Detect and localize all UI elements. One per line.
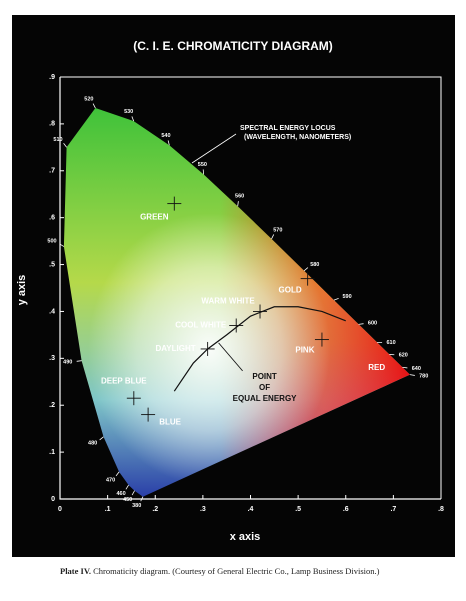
chart-title: (C. I. E. CHROMATICITY DIAGRAM) bbox=[133, 39, 333, 53]
wavelength-tick bbox=[76, 360, 82, 362]
caption: Plate IV. Chromaticity diagram. (Courtes… bbox=[60, 566, 380, 576]
point-label: OF bbox=[259, 383, 270, 392]
wavelength-label: 550 bbox=[198, 162, 207, 168]
wavelength-tick bbox=[237, 201, 239, 207]
y-tick-label: 0 bbox=[51, 496, 55, 503]
x-tick-label: .7 bbox=[390, 506, 396, 513]
point-label: EQUAL ENERGY bbox=[233, 394, 298, 403]
wavelength-tick bbox=[59, 243, 65, 247]
caption-label: Plate IV. bbox=[60, 566, 91, 576]
wavelength-tick bbox=[63, 143, 67, 148]
wavelength-label: 520 bbox=[84, 97, 93, 103]
wavelength-tick bbox=[333, 297, 339, 301]
wavelength-label: 380 bbox=[132, 503, 141, 509]
point-label: DAYLIGHT bbox=[155, 344, 195, 353]
y-tick-label: .8 bbox=[49, 121, 55, 128]
wavelength-label: 490 bbox=[63, 359, 72, 365]
point-label: POINT bbox=[252, 372, 277, 381]
wavelength-label: 570 bbox=[273, 227, 282, 233]
point-label: RED bbox=[368, 363, 385, 372]
point-label: WARM WHITE bbox=[201, 297, 255, 306]
x-tick-label: .6 bbox=[343, 506, 349, 513]
wavelength-tick bbox=[409, 374, 415, 376]
y-tick-label: .7 bbox=[49, 168, 55, 175]
wavelength-label: 540 bbox=[161, 133, 170, 139]
point-label: GREEN bbox=[140, 213, 169, 222]
wavelength-label: 620 bbox=[399, 353, 408, 359]
wavelength-tick bbox=[358, 323, 364, 325]
point-leader bbox=[218, 342, 243, 372]
point-label: COOL WHITE bbox=[175, 321, 227, 330]
wavelength-label: 580 bbox=[310, 262, 319, 268]
gamut-shade bbox=[63, 108, 410, 497]
point-label: PINK bbox=[295, 346, 314, 355]
wavelength-label: 610 bbox=[386, 340, 395, 346]
wavelength-tick bbox=[131, 116, 135, 122]
wavelength-tick bbox=[271, 234, 275, 240]
wavelength-tick bbox=[303, 267, 309, 272]
wavelength-label: 470 bbox=[106, 477, 115, 483]
wavelength-label: 480 bbox=[88, 441, 97, 447]
wavelength-label: 590 bbox=[342, 294, 351, 300]
wavelength-tick bbox=[402, 366, 408, 369]
planckian-locus bbox=[173, 306, 346, 392]
annotation-leader bbox=[191, 133, 237, 164]
wavelength-tick bbox=[140, 496, 144, 502]
x-tick-label: .8 bbox=[438, 506, 444, 513]
wavelength-label: 460 bbox=[116, 491, 125, 497]
wavelength-label: 450 bbox=[123, 497, 132, 503]
locus-annotation: (WAVELENGTH, NANOMETERS) bbox=[244, 134, 351, 141]
x-tick-label: .1 bbox=[105, 506, 111, 513]
wavelength-label: 600 bbox=[368, 320, 377, 326]
x-tick-label: 0 bbox=[58, 506, 62, 513]
y-tick-label: .2 bbox=[49, 402, 55, 409]
wavelength-tick bbox=[131, 490, 135, 496]
wavelength-label: 530 bbox=[124, 109, 133, 115]
wavelength-label: 560 bbox=[235, 194, 244, 200]
x-axis-label: x axis bbox=[230, 531, 261, 543]
axis-frame bbox=[60, 76, 442, 499]
point-label: DEEP BLUE bbox=[101, 376, 147, 385]
y-tick-label: .4 bbox=[49, 308, 55, 315]
y-axis-label: y axis bbox=[16, 275, 28, 306]
wavelength-tick bbox=[125, 484, 129, 490]
x-tick-label: .3 bbox=[200, 506, 206, 513]
x-tick-label: .2 bbox=[152, 506, 158, 513]
wavelength-label: 780 bbox=[419, 374, 428, 380]
x-tick-label: .4 bbox=[248, 506, 254, 513]
point-label: GOLD bbox=[279, 286, 302, 295]
wavelength-tick bbox=[167, 140, 170, 146]
point-label: BLUE bbox=[159, 418, 181, 427]
y-tick-label: .9 bbox=[49, 74, 55, 81]
wavelength-label: 500 bbox=[47, 239, 56, 245]
wavelength-tick bbox=[92, 103, 96, 109]
wavelength-label: 640 bbox=[412, 366, 421, 372]
y-tick-label: .6 bbox=[49, 215, 55, 222]
locus-annotation: SPECTRAL ENERGY LOCUS bbox=[240, 125, 336, 132]
caption-text: Chromaticity diagram. (Courtesy of Gener… bbox=[93, 566, 380, 576]
y-tick-label: .1 bbox=[49, 449, 55, 456]
wavelength-label: 510 bbox=[53, 137, 62, 143]
y-tick-label: .5 bbox=[49, 261, 55, 268]
wavelength-tick bbox=[115, 471, 120, 477]
wavelength-tick bbox=[99, 436, 104, 441]
y-tick-label: .3 bbox=[49, 355, 55, 362]
x-tick-label: .5 bbox=[295, 506, 301, 513]
